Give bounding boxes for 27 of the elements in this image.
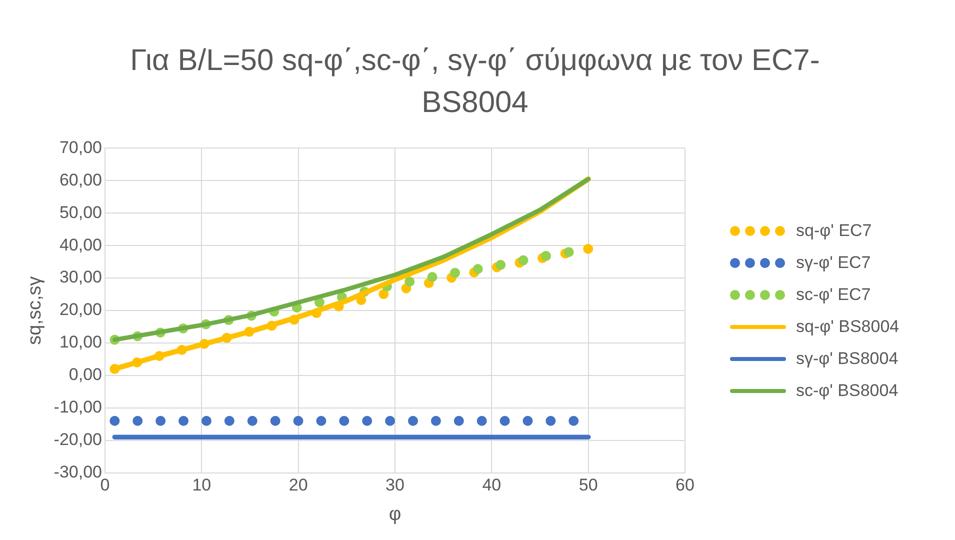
y-tick-label: 20,00 xyxy=(59,300,102,320)
y-tick-label: 30,00 xyxy=(59,268,102,287)
y-tick-label: 0,00 xyxy=(68,365,102,384)
legend-label: sγ-φ' EC7 xyxy=(796,253,871,273)
y-tick-label: 50,00 xyxy=(59,202,102,222)
x-tick-label: 0 xyxy=(100,476,110,495)
legend-label: sq-φ' EC7 xyxy=(796,221,872,241)
y-tick-label: 70,00 xyxy=(59,138,102,157)
x-tick-label: 20 xyxy=(288,476,308,495)
chart-title: Για B/L=50 sq-φ΄,sc-φ΄, sγ-φ΄ σύμφωνα με τον EC7-BS8004 xyxy=(130,43,820,121)
y-tick-label: 10,00 xyxy=(59,332,102,352)
legend-label: sγ-φ' BS8004 xyxy=(796,349,898,369)
y-tick-label: -30,00 xyxy=(54,462,102,482)
legend-label: sc-φ' EC7 xyxy=(796,285,871,305)
x-tick-label: 60 xyxy=(676,476,694,495)
x-tick-label: 50 xyxy=(578,476,598,495)
x-tick-label: 30 xyxy=(386,476,404,495)
x-axis-title: φ xyxy=(388,504,402,525)
legend-label: sq-φ' BS8004 xyxy=(796,317,900,337)
y-tick-label: 60,00 xyxy=(59,170,102,190)
y-tick-label: -20,00 xyxy=(54,430,102,450)
y-axis-title: sq,sc,sγ xyxy=(24,276,46,345)
legend-label: sc-φ' BS8004 xyxy=(796,381,898,401)
y-tick-label: 40,00 xyxy=(59,235,102,254)
x-tick-label: 40 xyxy=(482,476,502,495)
x-tick-label: 10 xyxy=(192,476,212,495)
y-tick-label: -10,00 xyxy=(54,398,102,417)
